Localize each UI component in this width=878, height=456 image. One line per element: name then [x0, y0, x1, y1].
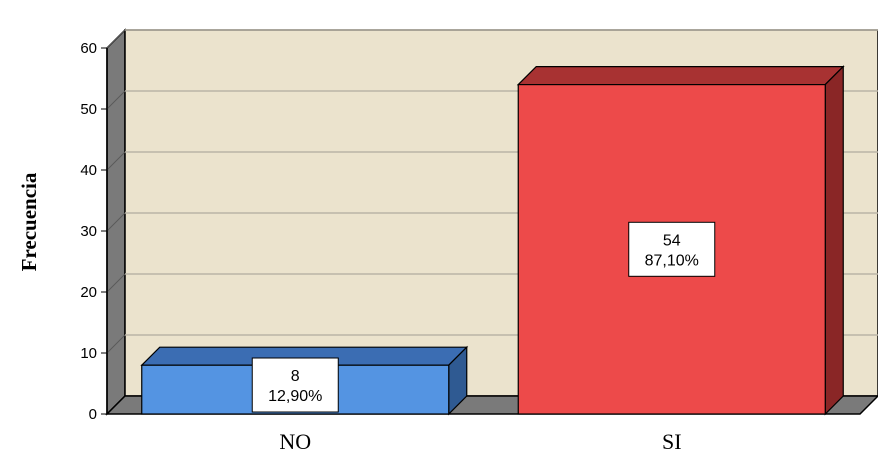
y-axis: 0 10 20 30 40 50 60 — [80, 40, 108, 423]
bar-side — [824, 65, 844, 416]
y-tick-label: 10 — [80, 345, 97, 362]
y-tick-label: 30 — [80, 223, 97, 240]
gridline-side — [106, 29, 126, 49]
data-label-box — [628, 221, 716, 277]
gridline-side — [106, 334, 126, 354]
y-tick-label: 20 — [80, 284, 97, 301]
bar-top — [516, 65, 845, 86]
y-tick-label: 60 — [80, 40, 97, 57]
data-label-value: 8 — [291, 368, 300, 385]
data-label-percent: 87,10% — [645, 252, 699, 269]
bars: 8 12,90% 54 87,10% — [140, 65, 845, 416]
y-tick-label: 50 — [80, 101, 97, 118]
data-label-percent: 12,90% — [268, 388, 322, 405]
y-tick-label: 0 — [89, 406, 97, 423]
y-tick-label: 40 — [80, 162, 97, 179]
x-tick-label: NO — [279, 429, 311, 454]
y-axis-label: Frecuencia — [17, 172, 41, 271]
gridline-side — [106, 151, 126, 171]
data-label-box — [251, 357, 339, 413]
x-tick-label: SI — [662, 429, 682, 454]
gridline-side — [106, 273, 126, 293]
bar-no: 8 12,90% — [140, 345, 469, 416]
gridline-side — [106, 212, 126, 232]
data-label: 54 87,10% — [628, 221, 716, 277]
gridline-side — [106, 90, 126, 110]
data-label-value: 54 — [663, 232, 681, 249]
data-label: 8 12,90% — [251, 357, 339, 413]
bar-si: 54 87,10% — [516, 65, 845, 416]
x-axis: NO SI — [279, 429, 681, 454]
